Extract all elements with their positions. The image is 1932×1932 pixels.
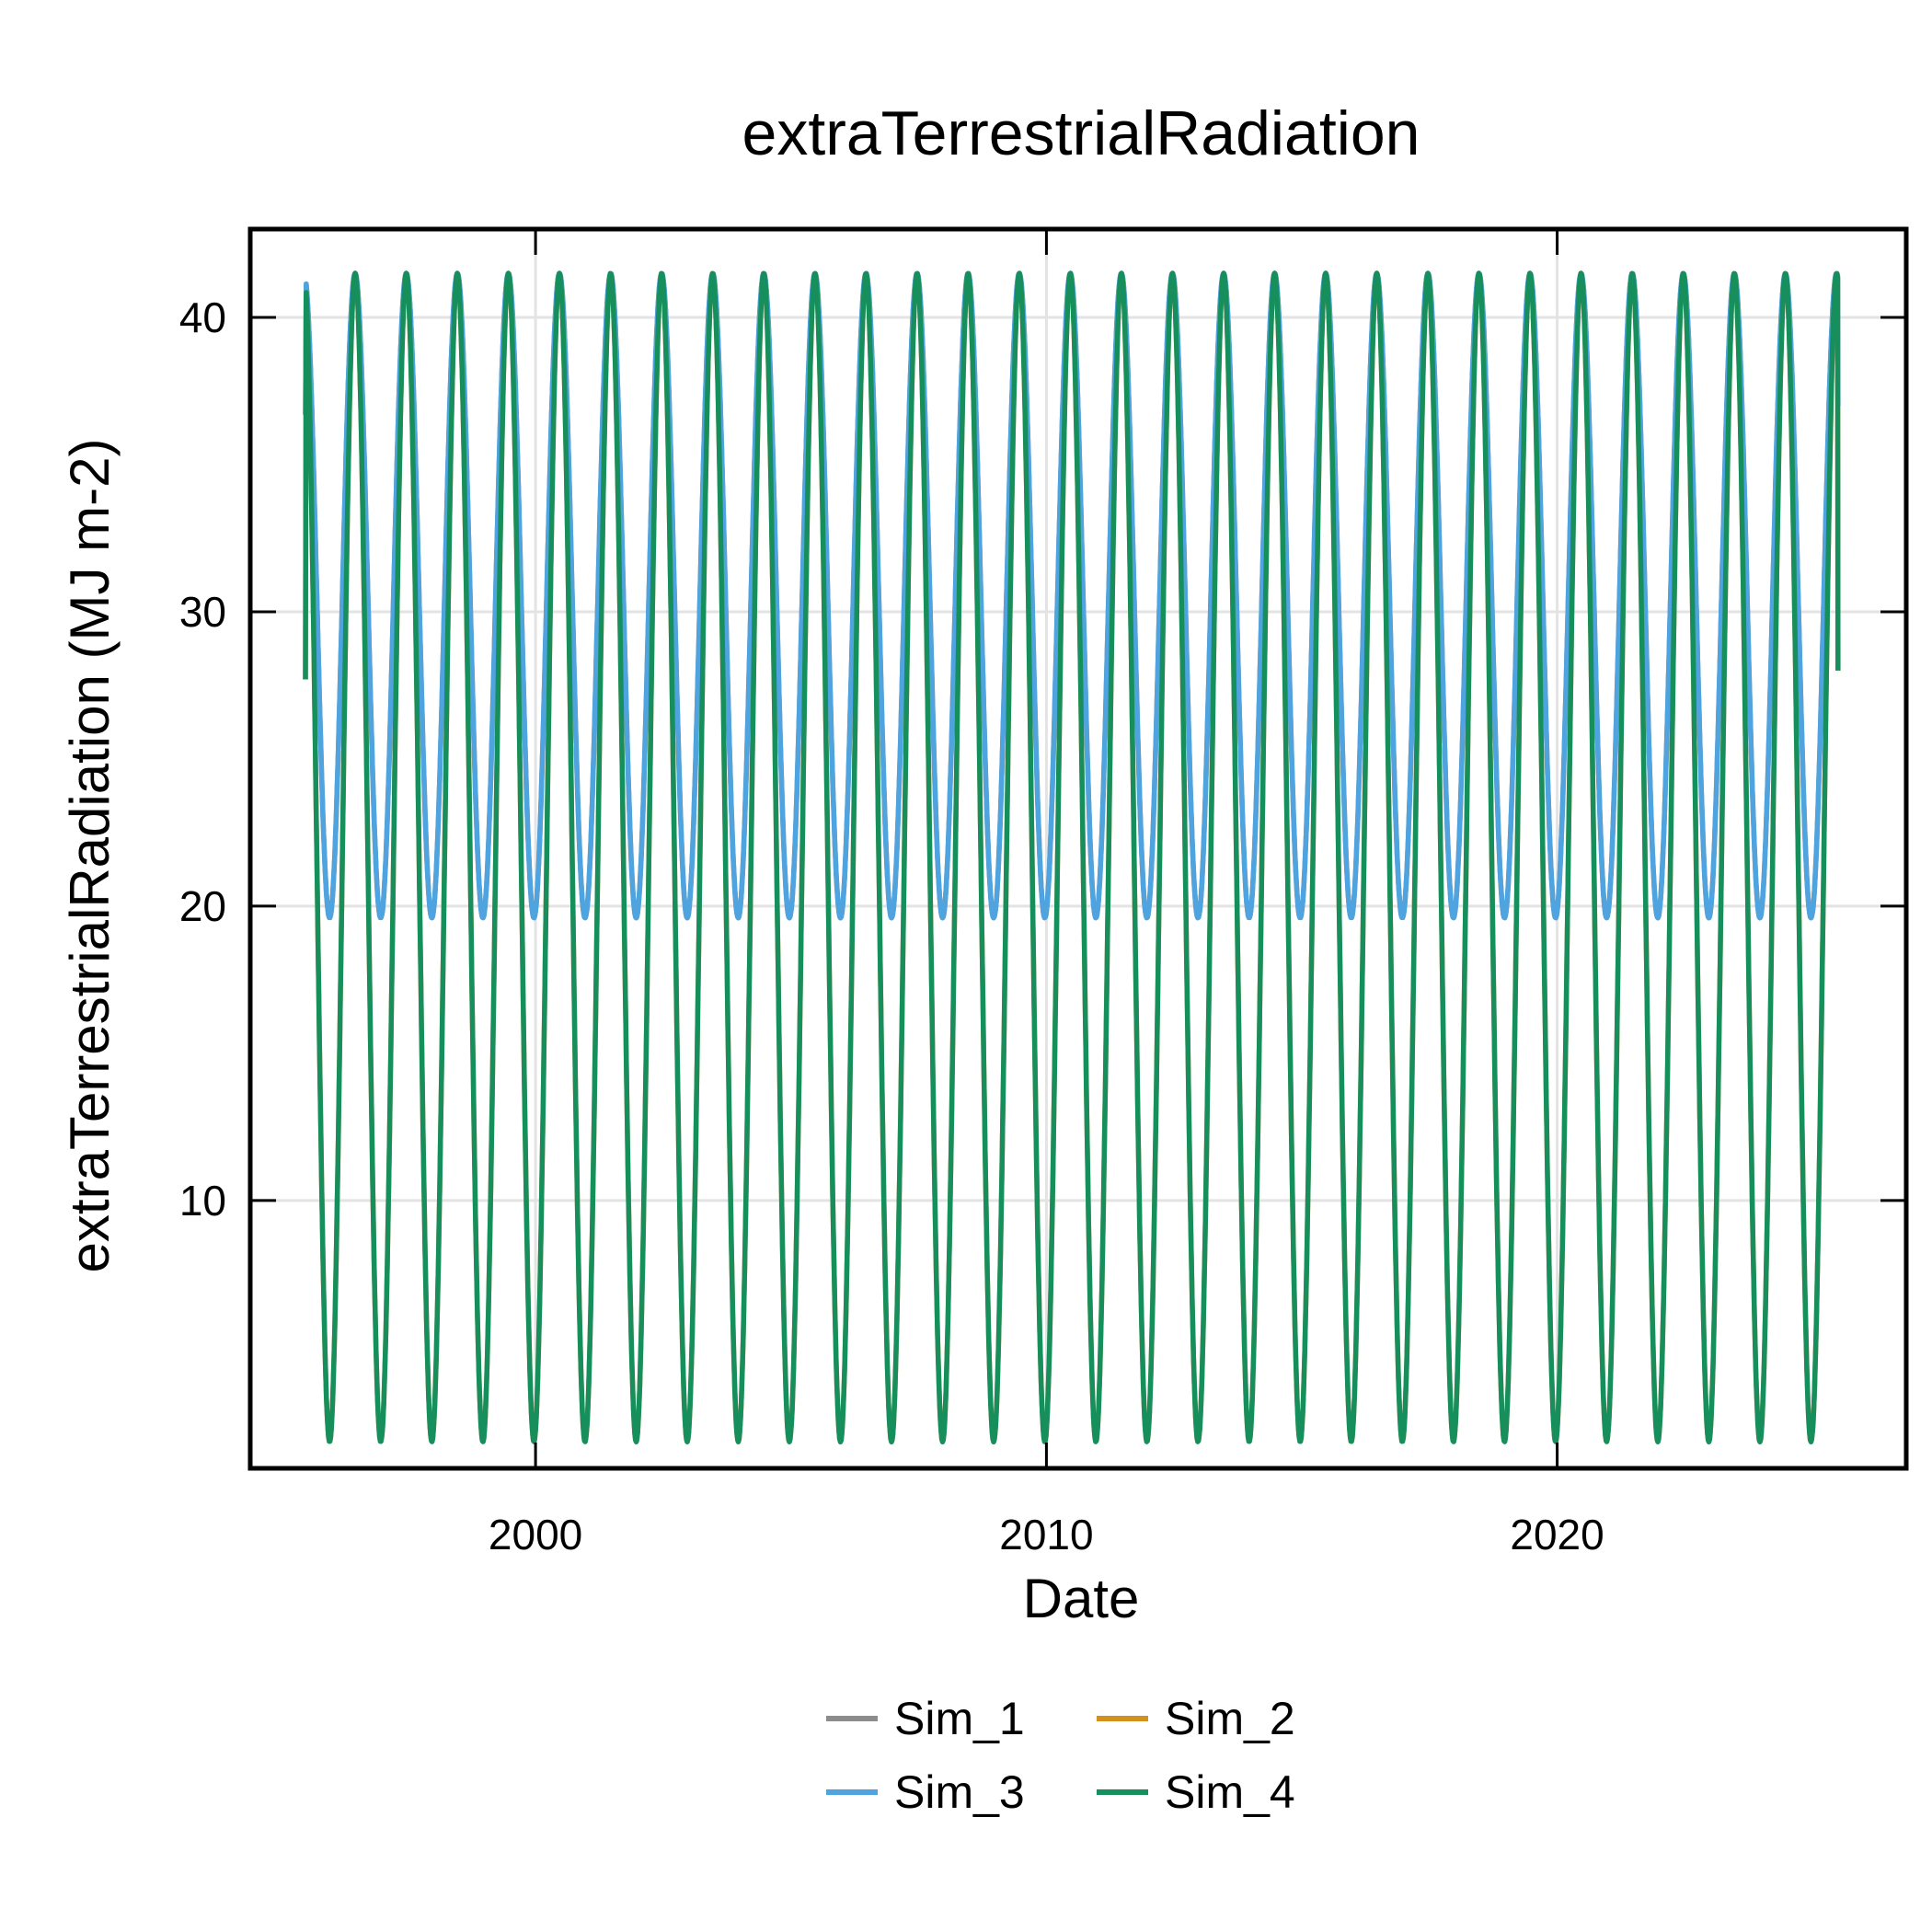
- series-line-sim-4: [303, 270, 1841, 1444]
- legend-label-sim-2: Sim_2: [1165, 1693, 1295, 1744]
- x-axis-label: Date: [1023, 1568, 1140, 1629]
- axis-ticks: 10 20 30 40 2000 2010 2020: [179, 229, 1906, 1558]
- y-tick-label: 20: [179, 882, 226, 930]
- y-axis-label: extraTerrestrialRadiation (MJ m-2): [59, 439, 121, 1273]
- chart-title: extraTerrestrialRadiation: [742, 98, 1420, 168]
- y-tick-label: 30: [179, 588, 226, 636]
- legend-label-sim-4: Sim_4: [1165, 1766, 1295, 1818]
- x-tick-label: 2020: [1510, 1511, 1604, 1558]
- x-tick-label: 2000: [489, 1511, 582, 1558]
- plot-series: [303, 270, 1841, 1444]
- x-tick-label: 2010: [999, 1511, 1093, 1558]
- y-tick-label: 10: [179, 1177, 226, 1225]
- plot-frame: [247, 226, 1909, 1471]
- legend-label-sim-1: Sim_1: [894, 1693, 1025, 1744]
- legend: Sim_1 Sim_2 Sim_3 Sim_4: [826, 1693, 1295, 1818]
- legend-label-sim-3: Sim_3: [894, 1766, 1025, 1818]
- y-tick-label: 40: [179, 293, 226, 341]
